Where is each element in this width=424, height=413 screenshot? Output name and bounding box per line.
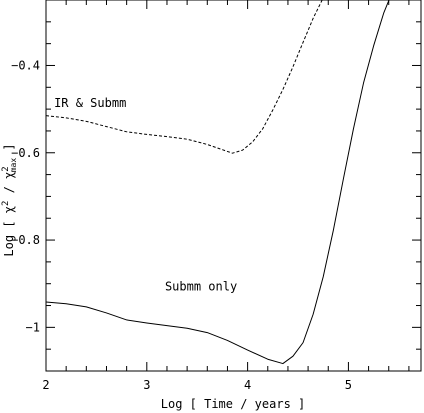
axis-ticks	[45, 0, 421, 372]
series-line-submm-only	[46, 0, 390, 365]
y-tick-label: −1	[26, 320, 40, 334]
y-label-prefix: Log [ χ	[2, 206, 16, 257]
annotations: IR & Submm Submm only	[54, 96, 237, 293]
y-axis-label: Log [ χ2 / χ2max ]	[1, 143, 18, 256]
series-annotation: Submm only	[165, 279, 237, 293]
y-label-sup1: 2	[1, 201, 11, 206]
y-tick-label: −0.4	[11, 58, 40, 72]
series-layer	[46, 0, 390, 365]
x-tick-label: 4	[244, 378, 251, 392]
y-label-suffix: ]	[2, 143, 16, 157]
y-tick-label: −0.6	[11, 146, 40, 160]
y-label-sub2: max	[9, 158, 18, 173]
y-tick-label: −0.8	[11, 233, 40, 247]
y-label-middle: / χ	[2, 172, 16, 201]
x-tick-label: 5	[345, 378, 352, 392]
plot-frame	[45, 0, 422, 372]
x-tick-label: 2	[42, 378, 49, 392]
tick-labels: 2 3 4 5 −0.4 −0.6 −0.8 −1	[11, 58, 352, 392]
series-line-ir-submm	[46, 0, 323, 154]
y-label-sup2: 2	[1, 166, 11, 171]
svg-text:Log [ χ2 / χ2max ]: Log [ χ2 / χ2max ]	[1, 143, 18, 256]
x-tick-label: 3	[143, 378, 150, 392]
x-axis-label: Log [ Time / years ]	[161, 397, 306, 411]
series-annotation: IR & Submm	[54, 96, 126, 110]
